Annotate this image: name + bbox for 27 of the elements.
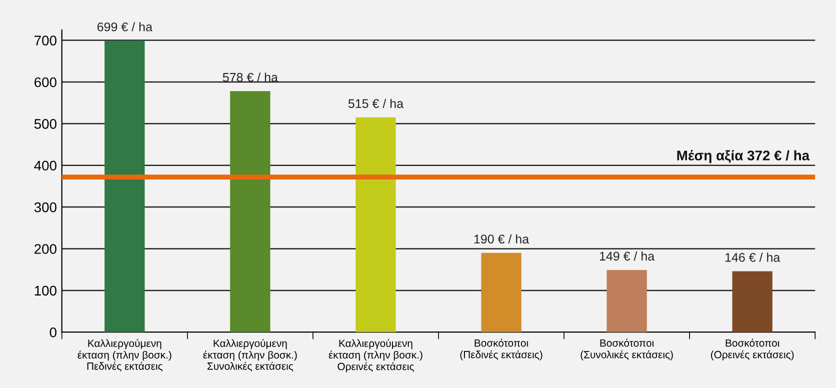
y-tick-label: 600 — [34, 77, 56, 88]
bar — [356, 117, 396, 332]
bar — [104, 40, 145, 332]
y-tick-label: 200 — [34, 244, 56, 254]
y-tick-label: 500 — [34, 119, 56, 129]
bar — [606, 270, 647, 332]
y-tick-label: 700 — [34, 36, 56, 46]
bar — [732, 271, 772, 332]
y-tick-label: 400 — [34, 160, 56, 171]
data-label: 699 € / ha — [97, 22, 152, 32]
data-label: 146 € / ha — [725, 252, 780, 262]
x-tick-label: Βοσκότοποι (Συνολικές εκτάσεις) — [580, 338, 673, 360]
data-label: 190 € / ha — [474, 234, 530, 244]
y-tick-label: 100 — [34, 286, 56, 296]
data-label: 578 € / ha — [222, 72, 278, 82]
y-tick-label: 300 — [34, 202, 56, 212]
x-tick-label: Βοσκότοποι (Πεδινές εκτάσεις) — [460, 338, 542, 360]
y-tick-label: 0 — [50, 327, 56, 338]
ref-line-label: Μέση αξία 372 € / ha — [677, 150, 810, 164]
x-tick-label: Καλλιεργούμενη έκταση (πλην βοσκ.) Συνολικές εκτάσεις — [203, 339, 297, 372]
x-tick-label: Καλλιεργούμενη έκταση (πλην βοσκ.) Ορεινές εκτάσεις — [328, 339, 422, 372]
bar — [230, 91, 270, 332]
data-label: 149 € / ha — [600, 251, 655, 261]
x-tick-label: Καλλιεργούμενη έκταση (πλην βοσκ.) Πεδινές εκτάσεις — [78, 339, 172, 372]
bar — [481, 252, 522, 332]
x-tick-label: Βοσκότοποι (Ορεινές εκτάσεις) — [711, 338, 794, 360]
data-label: 515 € / ha — [348, 98, 404, 108]
